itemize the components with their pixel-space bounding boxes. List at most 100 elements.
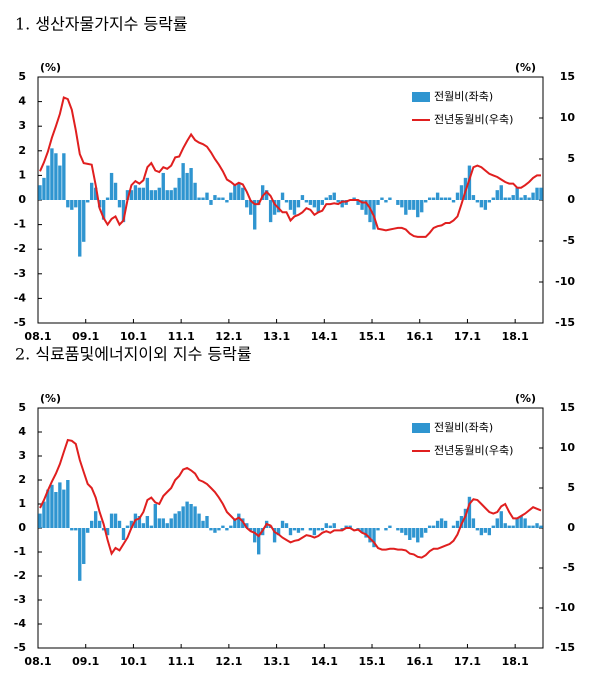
bar — [435, 520, 440, 528]
y2-tick-label: -15 — [555, 641, 575, 654]
bar — [86, 200, 90, 203]
bar — [181, 506, 185, 528]
bar — [260, 185, 265, 200]
bar — [185, 501, 189, 528]
legend-label: 전년동월비(우축) — [434, 444, 513, 457]
bar — [197, 513, 201, 528]
bar — [292, 528, 297, 531]
bar — [209, 200, 213, 205]
bar — [177, 177, 181, 200]
bar — [400, 528, 404, 533]
bar — [447, 197, 452, 200]
bar — [531, 192, 535, 200]
bar — [149, 190, 154, 200]
bar — [420, 528, 424, 538]
bar — [499, 511, 503, 528]
bar — [66, 200, 70, 208]
bar — [280, 520, 285, 528]
bar — [74, 528, 78, 531]
bar — [479, 200, 484, 208]
bar — [58, 482, 62, 528]
y2-tick-label: 15 — [560, 401, 575, 414]
x-tick-label: 18.1 — [502, 655, 529, 668]
bar — [46, 489, 50, 528]
bar — [101, 200, 106, 220]
bar — [416, 528, 420, 543]
y-tick-label: 1 — [18, 497, 26, 510]
bar — [455, 192, 460, 200]
bar — [531, 525, 535, 528]
bar — [145, 516, 150, 528]
bar — [439, 197, 444, 200]
bar — [129, 190, 134, 200]
bar — [308, 528, 313, 531]
y2-tick-label: -5 — [563, 234, 575, 247]
bar — [424, 200, 428, 203]
bar — [213, 528, 217, 533]
x-tick-label: 15.1 — [358, 655, 385, 668]
y2-tick-label: 5 — [567, 481, 575, 494]
bar — [201, 520, 205, 528]
legend-label: 전월비(좌축) — [434, 421, 493, 434]
bar — [451, 525, 456, 528]
bar — [507, 525, 511, 528]
bar — [141, 187, 146, 200]
bar — [121, 528, 126, 540]
bar — [245, 200, 249, 208]
bar — [491, 197, 495, 200]
bar — [165, 190, 169, 200]
legend-label: 전년동월비(우축) — [434, 113, 513, 126]
bar — [300, 528, 305, 531]
y-tick-label: 3 — [18, 449, 26, 462]
bar — [272, 200, 277, 215]
bar — [515, 187, 519, 200]
bar — [539, 525, 543, 528]
bar — [257, 528, 261, 555]
bar — [82, 528, 86, 564]
bar — [42, 177, 46, 200]
bar — [384, 528, 388, 531]
bar — [507, 197, 511, 200]
bar — [475, 528, 480, 531]
bar — [157, 518, 161, 528]
bar — [173, 187, 177, 200]
bar — [388, 525, 392, 528]
bar — [431, 525, 436, 528]
bar — [344, 525, 348, 528]
bar — [169, 518, 173, 528]
bar — [483, 528, 488, 533]
bar — [427, 525, 432, 528]
bar — [38, 185, 42, 200]
bar — [503, 523, 507, 528]
y2-tick-label: -15 — [555, 316, 575, 329]
bar — [225, 200, 229, 203]
y2-axis-unit: (%) — [515, 392, 536, 405]
y-tick-label: -1 — [14, 545, 26, 558]
bar — [205, 192, 209, 200]
bar — [455, 520, 460, 528]
bar — [523, 518, 527, 528]
bar — [54, 492, 58, 528]
y-tick-label: 5 — [18, 70, 26, 83]
bar — [93, 187, 98, 200]
bar — [264, 190, 269, 200]
bar — [404, 200, 408, 215]
bar — [62, 489, 66, 528]
bar — [340, 200, 344, 208]
bar — [451, 200, 456, 203]
bar — [58, 165, 62, 200]
y-tick-label: 5 — [18, 401, 26, 414]
bar — [229, 525, 233, 528]
bar — [288, 200, 293, 210]
x-tick-label: 10.1 — [120, 655, 147, 668]
bar — [515, 518, 519, 528]
bar — [157, 187, 161, 200]
x-tick-label: 12.1 — [215, 330, 242, 343]
bar — [197, 197, 201, 200]
y2-tick-label: -10 — [555, 275, 575, 288]
bar — [372, 528, 376, 548]
bar — [173, 513, 177, 528]
y2-tick-label: 0 — [567, 521, 575, 534]
y-axis-unit: (%) — [40, 61, 61, 74]
